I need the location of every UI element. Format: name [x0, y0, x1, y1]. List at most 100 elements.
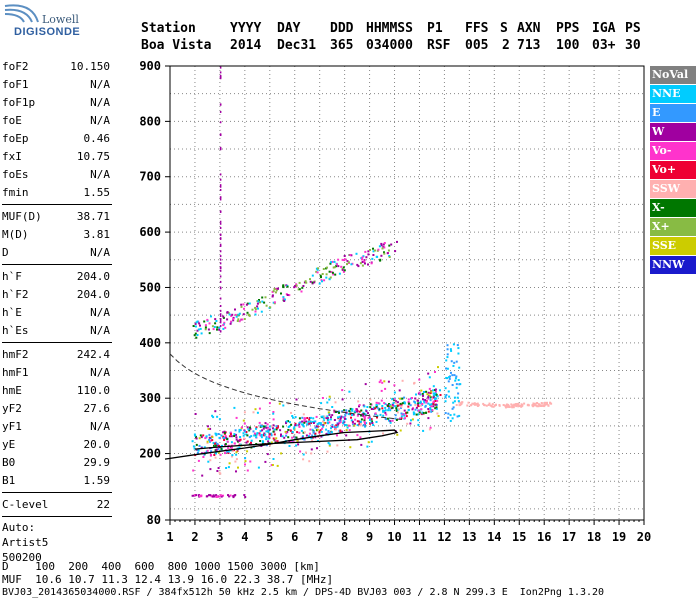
x-tick-label: 2: [191, 530, 198, 544]
echo-point-2f: [337, 265, 340, 268]
echo-point-f: [387, 409, 390, 412]
echo-point-f: [399, 402, 402, 405]
echo-point-ssw: [506, 403, 508, 406]
echo-point-ssw: [459, 402, 462, 405]
echo-point-2f: [206, 318, 209, 321]
echo-point-f: [320, 415, 323, 418]
echo-point-2f: [295, 284, 298, 287]
echo-point-f: [342, 420, 345, 423]
header-value-1: 2014: [230, 38, 262, 53]
echo-point-2f: [272, 301, 275, 304]
echo-point-2f: [323, 279, 326, 282]
echo-point-spread: [207, 428, 210, 430]
echo-point-f: [429, 397, 432, 400]
echo-point-2f: [257, 300, 260, 303]
echo-point-spread: [321, 397, 324, 399]
echo-point-2f: [388, 244, 391, 247]
echo-point-spread: [366, 445, 369, 448]
echo-point-2f: [208, 332, 211, 335]
param-row: B1 1.59: [2, 472, 112, 490]
echo-point-f: [333, 426, 336, 428]
echo-point-column: [456, 344, 459, 347]
echo-point-2f: [381, 247, 384, 250]
echo-point-f: [223, 439, 226, 441]
echo-point-ssw: [537, 403, 540, 406]
echo-point-2f: [226, 311, 229, 314]
echo-point-f: [347, 413, 350, 416]
echo-point-ssw: [527, 404, 530, 407]
echo-point-f: [328, 432, 331, 435]
echo-point-f: [308, 422, 311, 425]
echo-point-2f: [298, 288, 301, 291]
echo-point-f: [362, 414, 365, 417]
echo-point-streak: [219, 103, 222, 106]
echo-point-f: [436, 395, 439, 398]
echo-point-spread: [316, 428, 319, 431]
echo-point-f: [349, 407, 352, 410]
echo-point-2f: [383, 251, 385, 254]
echo-point-column: [452, 401, 455, 404]
echo-point-f: [311, 428, 314, 431]
echo-point-f: [400, 406, 402, 409]
echo-point-spread: [294, 416, 297, 419]
echo-point-spread: [399, 429, 402, 432]
echo-point-f: [236, 449, 239, 452]
echo-point-f: [226, 450, 229, 453]
echo-point-f: [351, 420, 354, 423]
echo-point-f: [234, 429, 237, 432]
echo-point-ssw: [535, 402, 538, 405]
echo-point-streak: [219, 258, 222, 261]
echo-point-spread: [336, 434, 338, 437]
echo-point-spread: [311, 439, 314, 442]
echo-point-ssw: [502, 404, 505, 406]
echo-point-spread: [227, 466, 230, 469]
echo-point-2f: [218, 328, 221, 331]
echo-point-f: [270, 434, 273, 437]
echo-point-2f: [378, 245, 381, 248]
echo-point-2f: [361, 264, 364, 267]
echo-point-spread: [406, 422, 409, 425]
echo-point-f: [352, 422, 354, 425]
echo-point-spread: [214, 410, 217, 413]
echo-point-spread: [235, 458, 238, 461]
echo-point-2f: [229, 322, 232, 325]
echo-point-ssw: [461, 401, 464, 404]
echo-point-2f: [257, 307, 259, 310]
echo-point-2f: [367, 263, 369, 266]
echo-point-f: [376, 416, 378, 419]
echo-point-f: [384, 406, 387, 409]
echo-point-f: [384, 402, 387, 405]
echo-point-f: [303, 420, 306, 423]
echo-point-es: [243, 494, 246, 496]
echo-point-spread: [425, 401, 428, 404]
x-tick-label: 15: [512, 530, 526, 544]
echo-point-f: [233, 442, 236, 445]
echo-point-f: [388, 403, 390, 405]
echo-point-streak: [219, 198, 222, 201]
echo-point-f: [267, 437, 270, 440]
echo-point-spread: [436, 412, 439, 415]
echo-point-f: [405, 411, 408, 414]
echo-point-f: [291, 430, 294, 433]
echo-point-f: [197, 449, 200, 452]
echo-point-f: [362, 411, 365, 414]
echo-point-f: [325, 417, 328, 420]
param-name: MUF(D): [2, 210, 42, 223]
echo-point-es: [215, 496, 218, 498]
echo-point-ssw: [498, 404, 501, 406]
legend-item-x: X-: [650, 199, 696, 217]
echo-point-2f: [328, 270, 331, 273]
echo-point-streak: [219, 74, 222, 77]
echo-point-f: [344, 414, 347, 417]
echo-point-spread: [244, 457, 247, 460]
echo-point-2f: [335, 265, 338, 268]
echo-point-spread: [206, 441, 209, 444]
echo-point-spread: [219, 472, 222, 475]
echo-point-f: [326, 417, 329, 420]
echo-point-f: [325, 433, 328, 436]
echo-point-f: [306, 423, 309, 426]
echo-point-f: [336, 411, 339, 413]
echo-point-2f: [336, 263, 338, 266]
echo-point-2f: [383, 252, 386, 255]
echo-point-f: [238, 430, 241, 433]
